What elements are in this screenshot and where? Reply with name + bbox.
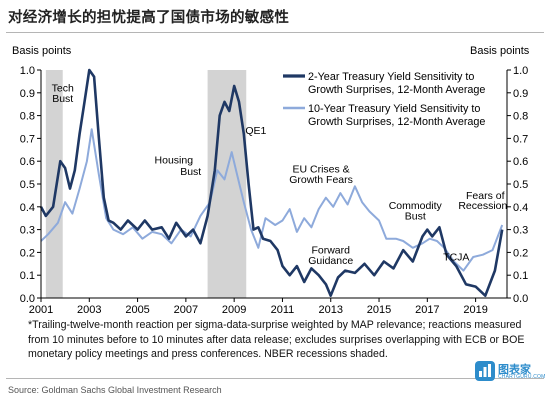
- y-tick-label-left: 1.0: [20, 65, 35, 77]
- recession-band-1: [45, 70, 63, 298]
- y-tick-label-left: 0.1: [20, 270, 35, 282]
- y-tick-label-left: 0.8: [20, 111, 35, 123]
- tick-labels-group: 0.0 0.0 0.1 0.1 0.2 0.2 0.3 0.3 0.4 0.4 0.5 0.5 0.6 0…: [20, 65, 529, 316]
- chart-annotation: Guidance: [308, 255, 353, 267]
- y-tick-label-left: 0.7: [20, 133, 35, 145]
- chart-logo-icon: [475, 361, 495, 381]
- chart-footnote: *Trailing-twelve-month reaction per sigm…: [28, 319, 525, 360]
- logo-subtext: CHARTGURU.COM: [498, 374, 546, 380]
- x-tick-label: 2009: [222, 304, 246, 316]
- y-tick-label-right: 0.1: [513, 270, 528, 282]
- legend-label-10y: Growth Surprises, 12-Month Average: [308, 116, 485, 128]
- y-tick-label-right: 0.0: [513, 293, 528, 305]
- y-tick-label-right: 1.0: [513, 65, 528, 77]
- y-tick-label-right: 0.3: [513, 225, 528, 237]
- x-tick-label: 2007: [174, 304, 198, 316]
- chart-annotation: TCJA: [443, 251, 469, 263]
- y-tick-label-left: 0.3: [20, 225, 35, 237]
- x-tick-label: 2017: [415, 304, 439, 316]
- chart-annotation: Commodity: [389, 200, 443, 212]
- chart-annotation: Fears of: [466, 190, 505, 202]
- x-tick-label: 2011: [271, 304, 295, 316]
- x-tick-label: 2019: [463, 304, 487, 316]
- chart-annotation: Forward: [311, 245, 350, 257]
- x-tick-label: 2015: [367, 304, 391, 316]
- legend-label-2y: 2-Year Treasury Yield Sensitivity to: [308, 71, 474, 83]
- y-tick-label-right: 0.9: [513, 88, 528, 100]
- y-tick-label-left: 0.4: [20, 202, 35, 214]
- title-divider: [6, 32, 544, 33]
- x-tick-label: 2001: [29, 304, 53, 316]
- legend: 2-Year Treasury Yield Sensitivity toGrow…: [283, 71, 485, 128]
- chart-annotation: Recession: [458, 200, 507, 212]
- chart-annotation: Tech: [52, 83, 74, 95]
- x-tick-label: 2005: [125, 304, 149, 316]
- chart-annotation: Growth Fears: [289, 174, 353, 186]
- series-group: [39, 68, 504, 297]
- y-tick-label-right: 0.4: [513, 202, 528, 214]
- series-line-2y: [39, 68, 504, 297]
- y-tick-label-right: 0.5: [513, 179, 528, 191]
- watermark-logo: 图表家 CHARTGURU.COM: [474, 360, 546, 382]
- legend-label-10y: 10-Year Treasury Yield Sensitivity to: [308, 103, 480, 115]
- chart-annotation: Housing: [155, 154, 194, 166]
- axes-group: [37, 69, 511, 302]
- y-tick-label-right: 0.8: [513, 111, 528, 123]
- x-tick-label: 2013: [318, 304, 342, 316]
- chart-annotation: EU Crises &: [292, 164, 349, 176]
- y-tick-label-left: 0.6: [20, 156, 35, 168]
- legend-label-2y: Growth Surprises, 12-Month Average: [308, 84, 485, 96]
- chart-annotation: Bust: [180, 166, 201, 178]
- recession-shading-group: [45, 70, 247, 298]
- chart-annotation: QE1: [245, 125, 266, 137]
- y-axis-title-left: Basis points: [12, 45, 72, 57]
- y-tick-label-left: 0.9: [20, 88, 35, 100]
- chart-annotation: Bust: [405, 210, 426, 222]
- y-tick-label-right: 0.6: [513, 156, 528, 168]
- y-tick-label-right: 0.7: [513, 133, 528, 145]
- y-tick-label-right: 0.2: [513, 247, 528, 259]
- y-tick-label-left: 0.5: [20, 179, 35, 191]
- y-tick-label-left: 0.2: [20, 247, 35, 259]
- x-tick-label: 2003: [77, 304, 101, 316]
- line-chart: 0.0 0.0 0.1 0.1 0.2 0.2 0.3 0.3 0.4 0.4 0.5 0.5 0.6 0…: [20, 65, 529, 316]
- logo-text: 图表家: [498, 364, 531, 376]
- source-divider: [6, 378, 544, 379]
- page-title: 对经济增长的担忧提高了国债市场的敏感性: [8, 10, 290, 26]
- chart-annotation: Bust: [52, 93, 73, 105]
- y-tick-label-left: 0.0: [20, 293, 35, 305]
- y-axis-title-right: Basis points: [470, 45, 530, 57]
- source-label: Source: Goldman Sachs Global Investment …: [8, 385, 222, 395]
